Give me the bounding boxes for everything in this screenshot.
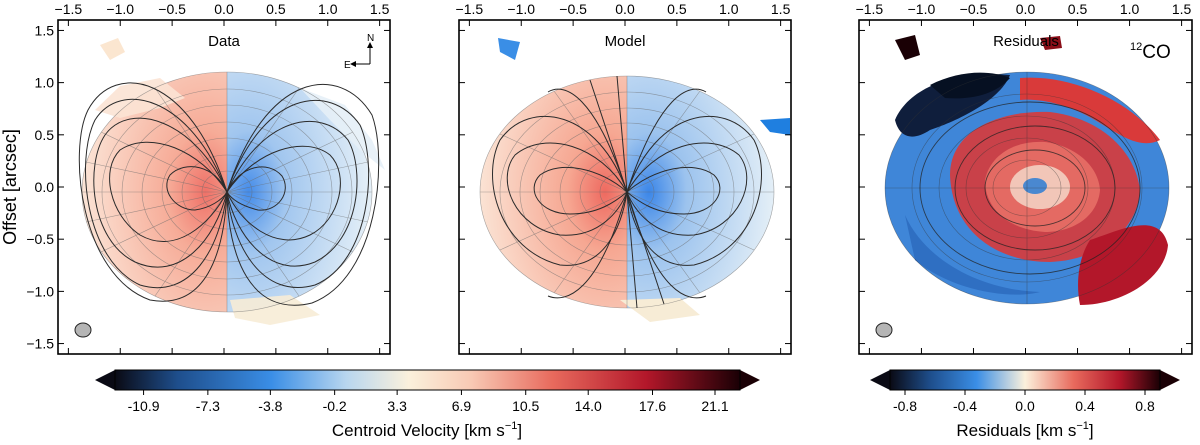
data-velocity-map	[74, 38, 385, 338]
x-tick-label: 0.5	[1068, 1, 1088, 17]
x-tick-label: 0.0	[1016, 1, 1036, 17]
colorbar-tick-label: 0.0	[1015, 398, 1035, 414]
colorbar-tick-label: -0.4	[953, 398, 977, 414]
model-velocity-map	[479, 38, 790, 322]
model-panel-title: Model	[605, 33, 646, 50]
colorbar-tick-label: -10.9	[128, 398, 160, 414]
colorbar-extend-min	[95, 370, 115, 390]
compass-north: N	[367, 33, 374, 44]
x-tick-label: −1.5	[55, 1, 83, 17]
colorbar-tick-label: -0.8	[893, 398, 917, 414]
colorbar-tick-label: 14.0	[575, 398, 602, 414]
y-tick-label: −1.5	[26, 336, 54, 352]
residuals-panel-title: Residuals	[993, 33, 1059, 50]
residual-red-patch	[1078, 225, 1168, 305]
colorbar-tick-label: -7.3	[196, 398, 220, 414]
x-tick-label: 1.0	[318, 1, 338, 17]
y-axis-label: Offset [arcsec]	[0, 129, 20, 245]
beam-ellipse	[875, 322, 893, 338]
residuals-map	[875, 35, 1170, 338]
colorbar-tick-label: -3.8	[258, 398, 282, 414]
outer-patch	[760, 118, 790, 135]
data-panel: N E Data −1.5 −1.0 −0.5 0.0 0.5 1.0 1.5 1.5 1.0 0…	[26, 1, 391, 355]
x-tick-label: 1.0	[719, 1, 739, 17]
outer-patch	[620, 298, 700, 322]
compass-east: E	[344, 60, 351, 71]
colorbar-tick-label: 10.5	[512, 398, 539, 414]
velocity-colorbar-gradient	[115, 370, 740, 390]
residuals-colorbar-label: Residuals [km s−1]	[956, 420, 1093, 440]
colorbar-tick-label: 17.6	[639, 398, 666, 414]
velocity-colorbar-label: Centroid Velocity [km s−1]	[332, 420, 522, 440]
model-panel: Model −1.5 −1.0 −0.5 0.0 0.5 1.0 1.5	[456, 1, 792, 355]
x-tick-label: 1.0	[1120, 1, 1140, 17]
x-tick-label: −0.5	[559, 1, 587, 17]
x-tick-label: 1.5	[771, 1, 791, 17]
residual-blue-band	[905, 215, 1040, 295]
beam-ellipse	[74, 322, 92, 338]
velocity-colorbar: -10.9 -7.3 -3.8 -0.2 3.3 6.9 10.5 14.0 17.6 21.1 …	[95, 369, 760, 440]
residuals-colorbar: -0.8 -0.4 0.0 0.4 0.8 Residuals [km s−1]	[870, 369, 1180, 440]
compass: N E	[344, 33, 374, 71]
outer-patch	[100, 38, 125, 60]
outer-patch	[1040, 36, 1062, 50]
colorbar-tick-label: 0.4	[1075, 398, 1095, 414]
x-tick-label: 0.0	[214, 1, 234, 17]
x-tick-label: 0.5	[667, 1, 687, 17]
outer-patch	[230, 295, 320, 325]
x-tick-label: 1.5	[370, 1, 390, 17]
x-tick-label: −1.5	[456, 1, 484, 17]
colorbar-tick-label: 21.1	[701, 398, 728, 414]
residuals-panel: Residuals 12CO −1.5 −1.0 −0.5 0.0 0.5 1.0 1.5	[856, 1, 1193, 355]
x-tick-label: −0.5	[158, 1, 186, 17]
colorbar-extend-max	[1160, 370, 1180, 390]
isotope-label: 12CO	[1130, 41, 1171, 63]
outer-patch	[498, 38, 520, 60]
x-tick-label: −1.0	[507, 1, 535, 17]
outer-patch	[895, 35, 920, 60]
x-tick-label: −1.0	[106, 1, 134, 17]
y-tick-label: −1.0	[26, 283, 54, 299]
residual-core	[1023, 178, 1047, 194]
outer-patch	[95, 78, 185, 118]
y-tick-label: −0.5	[26, 231, 54, 247]
x-tick-label: 0.0	[615, 1, 635, 17]
colorbar-extend-max	[740, 370, 760, 390]
disk-grid	[884, 71, 1170, 305]
x-tick-label: −0.5	[960, 1, 988, 17]
residual-red-band	[1020, 77, 1160, 144]
y-tick-label: 1.5	[35, 22, 55, 38]
y-tick-label: 0.5	[35, 127, 55, 143]
x-tick-label: −1.0	[908, 1, 936, 17]
colorbar-tick-label: 3.3	[387, 398, 407, 414]
y-tick-label: 1.0	[35, 75, 55, 91]
colorbar-tick-label: -0.2	[323, 398, 347, 414]
colorbar-tick-label: 6.9	[452, 398, 472, 414]
data-contours	[78, 82, 380, 306]
colorbar-tick-label: 0.8	[1135, 398, 1155, 414]
data-panel-title: Data	[208, 33, 240, 50]
x-tick-label: 1.5	[1172, 1, 1192, 17]
residual-dark-patch	[930, 72, 1010, 99]
y-tick-label: 0.0	[35, 179, 55, 195]
x-tick-label: 0.5	[266, 1, 286, 17]
outer-patch	[300, 88, 385, 170]
model-contours	[492, 75, 762, 309]
x-tick-label: −1.5	[856, 1, 884, 17]
residuals-colorbar-gradient	[890, 370, 1160, 390]
residual-contours	[919, 101, 1141, 275]
colorbar-extend-min	[870, 370, 890, 390]
